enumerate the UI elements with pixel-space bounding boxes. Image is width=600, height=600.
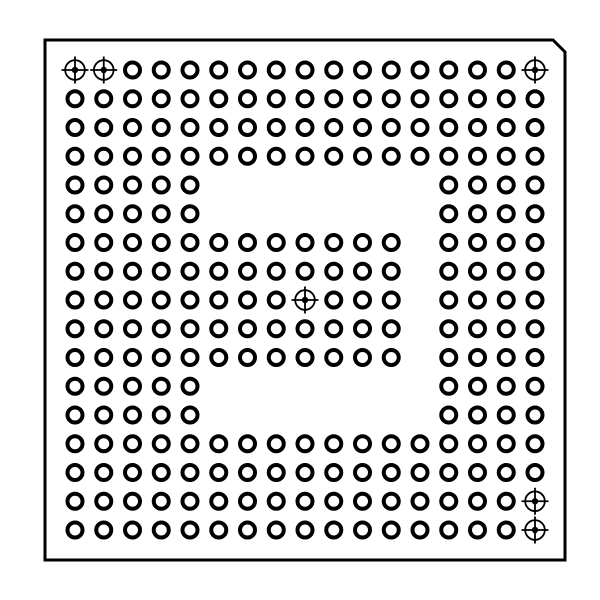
- bga-package-diagram: [0, 0, 600, 600]
